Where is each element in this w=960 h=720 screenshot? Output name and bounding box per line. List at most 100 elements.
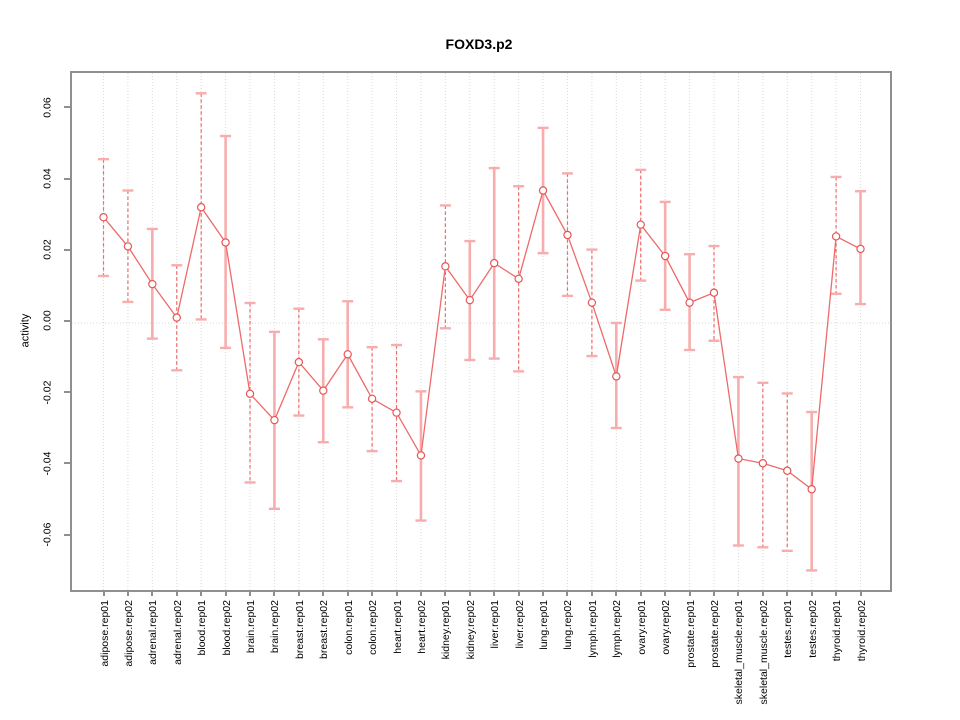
- x-tick: [639, 590, 642, 596]
- point-marker: [221, 238, 230, 247]
- point-marker: [490, 258, 499, 268]
- x-tick-label: kidney.rep02: [464, 600, 477, 660]
- x-tick: [810, 590, 813, 596]
- x-tick-label: thyroid.rep02: [855, 600, 868, 662]
- x-tick: [835, 590, 838, 596]
- x-tick-label: lung.rep02: [562, 600, 575, 650]
- x-tick-label: colon.rep02: [367, 600, 380, 655]
- x-tick-label: brain.rep01: [245, 600, 258, 654]
- point-marker: [660, 251, 670, 261]
- x-tick: [200, 590, 203, 596]
- x-tick: [664, 590, 667, 596]
- x-tick-label: heart.rep01: [391, 600, 404, 654]
- x-tick: [126, 590, 129, 596]
- y-tick-label: 0.04: [41, 168, 54, 189]
- x-tick: [346, 590, 349, 596]
- x-tick-label: breast.rep01: [293, 600, 306, 659]
- chart-title: FOXD3.p2: [445, 36, 513, 52]
- x-tick: [468, 590, 471, 596]
- point-marker: [587, 298, 597, 307]
- y-tick-label: -0.06: [41, 522, 54, 547]
- x-tick-label: lymph.rep01: [586, 600, 599, 658]
- x-tick: [590, 590, 593, 596]
- y-tick: [64, 462, 70, 465]
- point-marker: [831, 232, 841, 241]
- x-tick: [151, 590, 154, 596]
- x-tick: [542, 590, 545, 596]
- x-tick-label: skeletal_muscle.rep01: [733, 600, 746, 705]
- point-marker: [319, 386, 328, 395]
- plot-area: [70, 71, 892, 592]
- point-marker: [196, 203, 206, 212]
- x-tick: [395, 590, 398, 596]
- x-tick-label: skeletal_muscle.rep02: [757, 600, 770, 705]
- point-marker: [99, 213, 108, 222]
- point-marker: [856, 244, 865, 254]
- point-marker: [514, 274, 523, 284]
- point-marker: [685, 298, 694, 307]
- point-marker: [612, 372, 621, 381]
- x-tick: [102, 590, 105, 596]
- x-tick: [444, 590, 447, 596]
- x-tick: [688, 590, 691, 596]
- x-tick-label: adipose.rep01: [98, 600, 111, 667]
- y-tick: [64, 248, 70, 251]
- x-tick: [713, 590, 715, 596]
- x-tick-label: liver.rep02: [513, 600, 526, 649]
- y-tick: [64, 106, 70, 109]
- x-tick: [224, 590, 227, 596]
- x-tick-label: prostate.rep02: [709, 600, 721, 668]
- point-marker: [441, 262, 450, 271]
- x-tick: [322, 590, 325, 596]
- point-marker: [807, 485, 816, 494]
- x-tick-label: blood.rep01: [196, 600, 209, 656]
- point-marker: [465, 295, 474, 305]
- x-tick: [297, 590, 300, 596]
- x-tick: [175, 590, 178, 596]
- point-marker: [123, 242, 133, 251]
- point-marker: [245, 389, 255, 399]
- y-tick-label: 0.00: [41, 310, 54, 332]
- y-tick: [64, 177, 70, 180]
- y-tick: [64, 319, 70, 322]
- x-tick-label: brain.rep02: [269, 600, 282, 654]
- x-tick-label: ovary.rep02: [660, 600, 673, 655]
- point-marker: [367, 394, 377, 403]
- y-tick-label: -0.02: [41, 380, 54, 405]
- x-tick-label: testes.rep02: [806, 600, 819, 658]
- point-marker: [563, 230, 572, 240]
- x-tick: [615, 590, 618, 596]
- y-tick-label: 0.06: [41, 97, 54, 118]
- x-tick-label: kidney.rep01: [440, 600, 453, 660]
- y-tick: [64, 391, 70, 394]
- x-tick-label: adrenal.rep01: [147, 600, 160, 665]
- x-tick-label: adrenal.rep02: [171, 600, 184, 665]
- x-tick: [273, 590, 276, 596]
- point-marker: [270, 415, 279, 425]
- x-tick-label: lymph.rep02: [611, 600, 624, 658]
- x-tick-label: breast.rep02: [318, 600, 331, 659]
- x-tick: [493, 590, 496, 596]
- series-line: [103, 188, 861, 491]
- x-tick: [737, 590, 740, 596]
- x-tick: [786, 590, 789, 596]
- x-tick: [517, 590, 520, 596]
- point-marker: [758, 459, 768, 468]
- point-marker: [636, 220, 645, 229]
- x-tick: [859, 590, 862, 596]
- x-tick-label: heart.rep02: [415, 600, 428, 654]
- y-tick-label: -0.04: [41, 451, 54, 476]
- point-marker: [148, 279, 157, 289]
- y-tick: [64, 533, 70, 536]
- x-tick: [761, 590, 764, 596]
- x-tick: [371, 590, 374, 596]
- x-tick: [566, 590, 569, 596]
- x-tick-label: prostate.rep01: [684, 600, 697, 668]
- point-marker: [294, 357, 304, 367]
- x-tick-label: ovary.rep01: [635, 600, 648, 655]
- y-tick-label: 0.02: [41, 239, 54, 260]
- point-marker: [416, 451, 426, 460]
- chart-svg: [72, 73, 890, 590]
- point-marker: [538, 186, 548, 195]
